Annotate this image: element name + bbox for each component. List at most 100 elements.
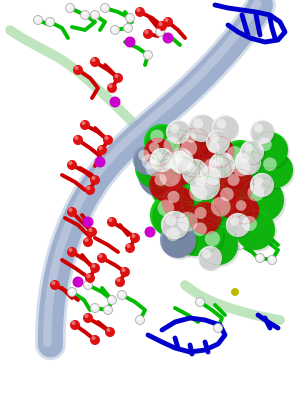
Circle shape — [201, 156, 233, 188]
Circle shape — [82, 121, 86, 125]
Circle shape — [232, 158, 250, 176]
Circle shape — [144, 50, 152, 60]
Circle shape — [90, 57, 100, 67]
Circle shape — [164, 188, 196, 220]
Circle shape — [156, 130, 200, 174]
Circle shape — [251, 121, 275, 145]
Circle shape — [107, 83, 117, 93]
Circle shape — [108, 84, 112, 88]
Circle shape — [90, 335, 100, 345]
Circle shape — [198, 246, 222, 270]
Circle shape — [175, 135, 219, 179]
Circle shape — [157, 21, 167, 31]
Circle shape — [236, 240, 245, 250]
Circle shape — [152, 195, 196, 239]
Circle shape — [73, 135, 83, 145]
Circle shape — [166, 227, 180, 241]
Circle shape — [181, 176, 229, 224]
Circle shape — [85, 185, 95, 195]
Circle shape — [47, 19, 51, 22]
Circle shape — [75, 136, 79, 140]
Circle shape — [68, 161, 72, 165]
Circle shape — [202, 250, 211, 259]
Circle shape — [222, 142, 262, 182]
Circle shape — [160, 150, 196, 186]
Circle shape — [205, 192, 257, 244]
Circle shape — [132, 234, 136, 238]
Circle shape — [117, 290, 127, 300]
Circle shape — [252, 132, 288, 168]
Circle shape — [227, 214, 251, 238]
Circle shape — [187, 217, 223, 253]
Circle shape — [75, 66, 79, 70]
Circle shape — [188, 114, 216, 142]
Circle shape — [156, 28, 164, 36]
Circle shape — [125, 243, 135, 253]
Circle shape — [259, 154, 295, 190]
Circle shape — [250, 173, 274, 197]
Circle shape — [67, 288, 76, 296]
Circle shape — [67, 5, 71, 8]
Circle shape — [69, 289, 73, 292]
Circle shape — [34, 16, 43, 24]
Circle shape — [125, 14, 135, 22]
Circle shape — [242, 180, 286, 224]
Circle shape — [240, 140, 264, 164]
Circle shape — [50, 280, 60, 290]
Circle shape — [192, 172, 221, 202]
Circle shape — [85, 273, 95, 283]
Circle shape — [190, 157, 246, 213]
Circle shape — [84, 314, 88, 318]
Circle shape — [67, 247, 77, 257]
Circle shape — [154, 152, 163, 161]
Circle shape — [149, 142, 160, 153]
Circle shape — [150, 130, 164, 143]
Circle shape — [196, 298, 205, 306]
Circle shape — [105, 307, 109, 310]
Circle shape — [138, 150, 149, 161]
Circle shape — [137, 150, 177, 190]
Circle shape — [35, 17, 38, 20]
Circle shape — [125, 25, 129, 28]
Circle shape — [92, 12, 95, 15]
Circle shape — [209, 152, 235, 178]
Circle shape — [254, 124, 263, 133]
Circle shape — [257, 255, 261, 258]
Circle shape — [68, 248, 72, 252]
Circle shape — [194, 207, 207, 219]
Circle shape — [220, 187, 234, 201]
Circle shape — [202, 136, 234, 168]
Circle shape — [164, 137, 180, 153]
Circle shape — [215, 325, 219, 328]
Circle shape — [198, 225, 238, 265]
Circle shape — [87, 227, 97, 237]
Circle shape — [193, 118, 203, 129]
Circle shape — [193, 160, 249, 216]
Circle shape — [145, 139, 173, 167]
Circle shape — [190, 170, 220, 200]
Circle shape — [91, 58, 95, 62]
Circle shape — [200, 227, 240, 267]
Circle shape — [199, 154, 231, 186]
Circle shape — [73, 65, 83, 75]
Circle shape — [112, 27, 116, 30]
Circle shape — [170, 150, 194, 174]
Circle shape — [189, 183, 207, 202]
Circle shape — [85, 282, 89, 285]
Circle shape — [127, 244, 131, 248]
Circle shape — [242, 216, 257, 231]
Circle shape — [150, 157, 206, 213]
Circle shape — [143, 29, 153, 39]
Circle shape — [107, 296, 116, 304]
Circle shape — [186, 163, 196, 173]
Circle shape — [135, 7, 145, 17]
Circle shape — [127, 15, 131, 18]
Circle shape — [191, 204, 223, 236]
Circle shape — [138, 153, 182, 197]
Circle shape — [157, 200, 174, 216]
Circle shape — [211, 197, 231, 216]
Circle shape — [90, 175, 100, 185]
Circle shape — [135, 146, 164, 176]
Circle shape — [84, 238, 88, 242]
Circle shape — [91, 176, 95, 180]
